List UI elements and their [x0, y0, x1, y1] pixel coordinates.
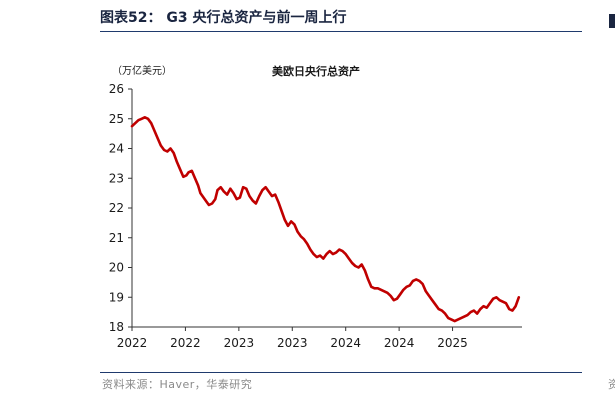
- figure-title: 图表52： G3 央行总资产与前一周上行: [100, 10, 347, 26]
- x-tick-label: 2023: [224, 336, 255, 350]
- y-tick-label: 25: [109, 112, 124, 126]
- y-tick-label: 22: [109, 201, 124, 215]
- y-tick-label: 24: [109, 142, 124, 156]
- x-tick-label: 2024: [330, 336, 361, 350]
- y-tick-label: 18: [109, 320, 124, 334]
- title-divider: [100, 31, 582, 32]
- source-note: 资料来源：Haver，华泰研究: [102, 378, 253, 391]
- edge-glyph: 资: [608, 378, 615, 391]
- x-tick-label: 2025: [437, 336, 468, 350]
- source-divider: [100, 372, 582, 373]
- y-tick-label: 26: [109, 82, 124, 96]
- y-tick-label: 23: [109, 171, 124, 185]
- x-tick-label: 2022: [117, 336, 148, 350]
- x-tick-label: 2024: [384, 336, 415, 350]
- chart-title: 美欧日央行总资产: [272, 64, 360, 78]
- y-tick-label: 19: [109, 290, 124, 304]
- x-tick-label: 2022: [170, 336, 201, 350]
- y-tick-label: 21: [109, 231, 124, 245]
- y-tick-label: 20: [109, 261, 124, 275]
- x-tick-label: 2023: [277, 336, 308, 350]
- edge-marker: [609, 14, 615, 28]
- y-axis-label: （万亿美元）: [112, 64, 172, 77]
- series-line-0: [130, 116, 521, 323]
